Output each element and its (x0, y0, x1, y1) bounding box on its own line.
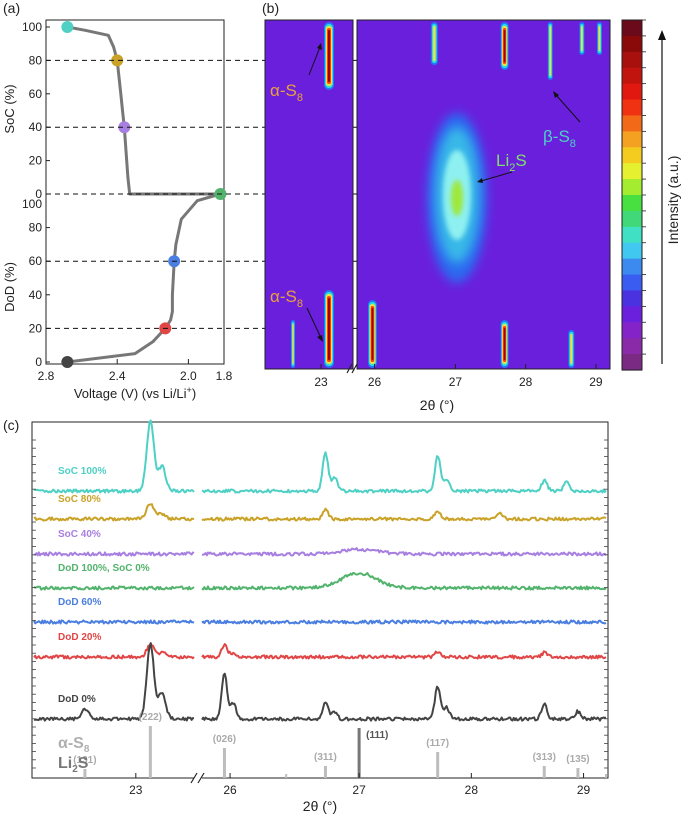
panel-c-tick-label: 29 (577, 783, 591, 797)
xrd-trace-left (33, 642, 195, 660)
xrd-trace-right (201, 619, 607, 625)
ref-hkl-label: (026) (213, 734, 236, 745)
state-marker (61, 356, 74, 368)
soc-tick-label: 60 (29, 87, 43, 101)
trace-label: DoD 60% (58, 597, 101, 608)
panel-label-a: (a) (3, 0, 20, 16)
xrd-trace-right (201, 451, 607, 494)
voltage-tick-label: 1.8 (216, 369, 233, 383)
trace-label: DoD 20% (58, 632, 101, 643)
intensity-colorbar (622, 19, 646, 371)
panel-c: SoC 100% SoC 80% SoC 40% DoD 100%, SoC 0% Do… (31, 419, 609, 814)
voltage-tick-label: 2.0 (180, 369, 197, 383)
panel-label-b: (b) (262, 0, 279, 16)
alpha-s8-bottom-label: α-S8 (270, 287, 303, 310)
dod-tick-label: 20 (29, 321, 43, 335)
voltage-axis-label: Voltage (V) (vs Li/Li+) (74, 385, 196, 401)
alpha-s8-top-arrow (308, 46, 321, 76)
heatmap-left-segment (265, 20, 353, 369)
li2s-blob (427, 113, 487, 283)
xrd-trace-left (33, 419, 195, 494)
xrd-trace-right (201, 672, 607, 722)
voltage-tick-label: 2.8 (38, 369, 55, 383)
panel-b-tick-label: 27 (449, 375, 463, 389)
xrd-trace-left (33, 551, 195, 557)
trace-label: DoD 100%, SoC 0% (58, 563, 150, 574)
xrd-trace-right (201, 547, 607, 557)
ref-li2s-label: Li2S (58, 755, 89, 775)
panel-c-tick-label: 28 (465, 783, 479, 797)
trace-label: SoC 80% (58, 494, 101, 505)
li2s-arrow (480, 171, 513, 182)
panel-b-axis-break (346, 363, 358, 374)
dod-tick-label: 80 (29, 221, 43, 235)
panel-b-xlabel: 2θ (°) (420, 397, 454, 413)
dod-tick-label: 100 (22, 197, 42, 211)
state-marker (118, 121, 131, 134)
ref-alpha-s8-label: α-S8 (58, 735, 90, 755)
panel-b: 23 26 27 28 29 2θ (°) α-S8 α-S8 β-S8 Li2S In… (264, 19, 681, 413)
panel-b-tick-label: 28 (519, 375, 533, 389)
intensity-label: Intensity (a.u.) (665, 156, 681, 245)
panel-c-tick-label: 27 (352, 783, 366, 797)
dod-tick-label: 60 (29, 254, 43, 268)
ref-hkl-label: (313) (533, 752, 556, 763)
panel-b-tick-label: 26 (368, 375, 382, 389)
trace-label: DoD 0% (58, 694, 96, 705)
dod-axis-label: DoD (%) (2, 262, 17, 312)
ref-hkl-label: (117) (426, 738, 449, 749)
panel-b-ticks: 23 26 27 28 29 (314, 364, 603, 389)
dod-tick-label: 0 (35, 355, 42, 369)
panel-c-axis-break (190, 771, 205, 784)
trace-label: SoC 40% (58, 529, 101, 540)
state-marker (61, 21, 74, 33)
soc-tick-label: 100 (22, 20, 42, 34)
heatmap-right-segment (357, 20, 610, 369)
soc-tick-label: 0 (35, 187, 42, 201)
beta-s8-label: β-S8 (543, 127, 576, 150)
xrd-trace-left (33, 585, 195, 591)
soc-tick-label: 40 (29, 120, 43, 134)
dod-tick-label: 40 (29, 288, 43, 302)
soc-tick-label: 20 (29, 154, 43, 168)
ref-hkl-label: (222) (139, 712, 162, 723)
panel-c-traces: SoC 100% SoC 80% SoC 40% DoD 100%, SoC 0% Do… (32, 419, 608, 769)
voltage-tick-label: 2.4 (109, 369, 126, 383)
ref-hkl-label: (111) (366, 730, 388, 741)
state-marker (111, 54, 124, 67)
panel-a-frame (45, 19, 225, 365)
xrd-trace-left (33, 503, 195, 522)
xrd-trace-right (201, 643, 607, 660)
soc-axis-label: SoC (%) (2, 84, 17, 133)
xrd-trace-right (201, 507, 607, 522)
alpha-s8-bottom-arrow (306, 307, 322, 339)
li2s-label: Li2S (496, 151, 527, 174)
panel-c-xlabel: 2θ (°) (303, 798, 337, 814)
ref-hkl-label: (311) (314, 752, 337, 763)
panel-b-tick-label: 29 (589, 375, 603, 389)
xrd-trace-right (201, 572, 607, 591)
panel-label-c: (c) (3, 417, 19, 433)
panel-c-tick-label: 26 (223, 783, 237, 797)
panel-c-reference: (131) (222) (026) (311) (117) (313) (135) (111) (73, 712, 607, 778)
beta-s8-arrow (555, 94, 581, 123)
ref-hkl-label: (131) (73, 755, 96, 766)
voltage-profile-curve (67, 25, 222, 364)
soc-tick-label: 80 (29, 53, 43, 67)
xrd-trace-left (33, 642, 195, 722)
alpha-s8-top-label: α-S8 (270, 81, 303, 104)
panel-c-ticks: 23 26 27 28 29 (129, 773, 591, 797)
panel-b-tick-label: 23 (314, 375, 328, 389)
panel-c-tick-label: 23 (129, 783, 143, 797)
ref-hkl-label: (135) (566, 754, 589, 765)
xrd-trace-left (33, 619, 195, 625)
trace-label: SoC 100% (58, 466, 106, 477)
